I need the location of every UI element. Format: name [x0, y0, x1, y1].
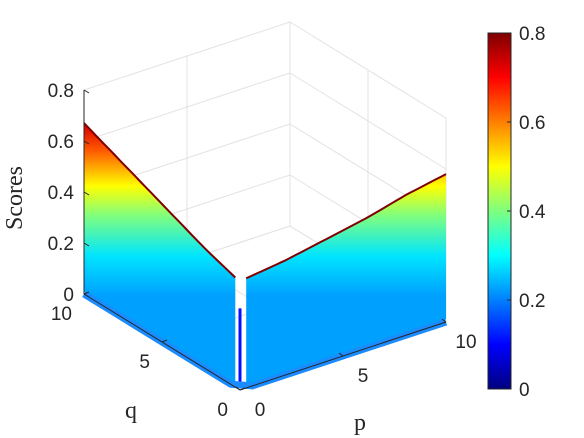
q-tick-mark — [161, 339, 168, 343]
p-tick-label: 10 — [455, 332, 476, 353]
p-tick-label: 0 — [255, 400, 266, 421]
colorbar-tick-label: 0.4 — [519, 202, 546, 223]
p-axis-label: p — [354, 410, 366, 436]
z-tick-mark — [83, 140, 90, 145]
q-tick-mark — [239, 387, 246, 391]
p-tick-mark — [235, 386, 241, 391]
q-axis-label: q — [125, 398, 137, 424]
p-tick-mark — [441, 318, 447, 323]
p-tick-label: 5 — [358, 366, 369, 387]
z-axis-label: Scores — [2, 166, 28, 230]
surface-plot — [82, 122, 448, 390]
z-tick-mark — [83, 242, 90, 247]
q-tick-label: 5 — [139, 352, 150, 373]
z-tick-labels: 0 0.2 0.4 0.6 0.8 — [48, 81, 90, 306]
z-tick-label: 0.6 — [48, 132, 74, 153]
surface-right-ridge — [245, 173, 447, 280]
z-tick-label: 0 — [63, 285, 74, 306]
p-tick-mark — [338, 352, 344, 357]
z-tick-label: 0.2 — [48, 234, 74, 255]
q-tick-labels: 0 5 10 — [51, 291, 246, 421]
z-tick-mark — [83, 293, 90, 298]
q-tick-mark — [83, 291, 90, 295]
z-tick-mark — [83, 191, 90, 196]
z-tick-label: 0.4 — [48, 183, 75, 204]
colorbar: 0 0.2 0.4 0.6 0.8 — [487, 24, 546, 401]
colorbar-tick-label: 0 — [519, 380, 530, 401]
surface-right-wall — [246, 174, 446, 386]
colorbar-tick-labels: 0 0.2 0.4 0.6 0.8 — [507, 24, 546, 401]
colorbar-tick-label: 0.2 — [519, 291, 545, 312]
grid-line — [289, 72, 447, 170]
z-tick-mark — [83, 89, 90, 94]
q-tick-label: 10 — [51, 304, 72, 325]
grid-line — [83, 72, 291, 142]
surface-left-ridge — [83, 122, 236, 279]
q-tick-label: 0 — [217, 400, 228, 421]
surface-left-wall — [84, 123, 236, 385]
colorbar-tick-label: 0.6 — [519, 113, 545, 134]
p-tick-labels: 0 5 10 — [235, 318, 477, 421]
colorbar-tick-label: 0.8 — [519, 24, 545, 45]
z-tick-label: 0.8 — [48, 81, 74, 102]
